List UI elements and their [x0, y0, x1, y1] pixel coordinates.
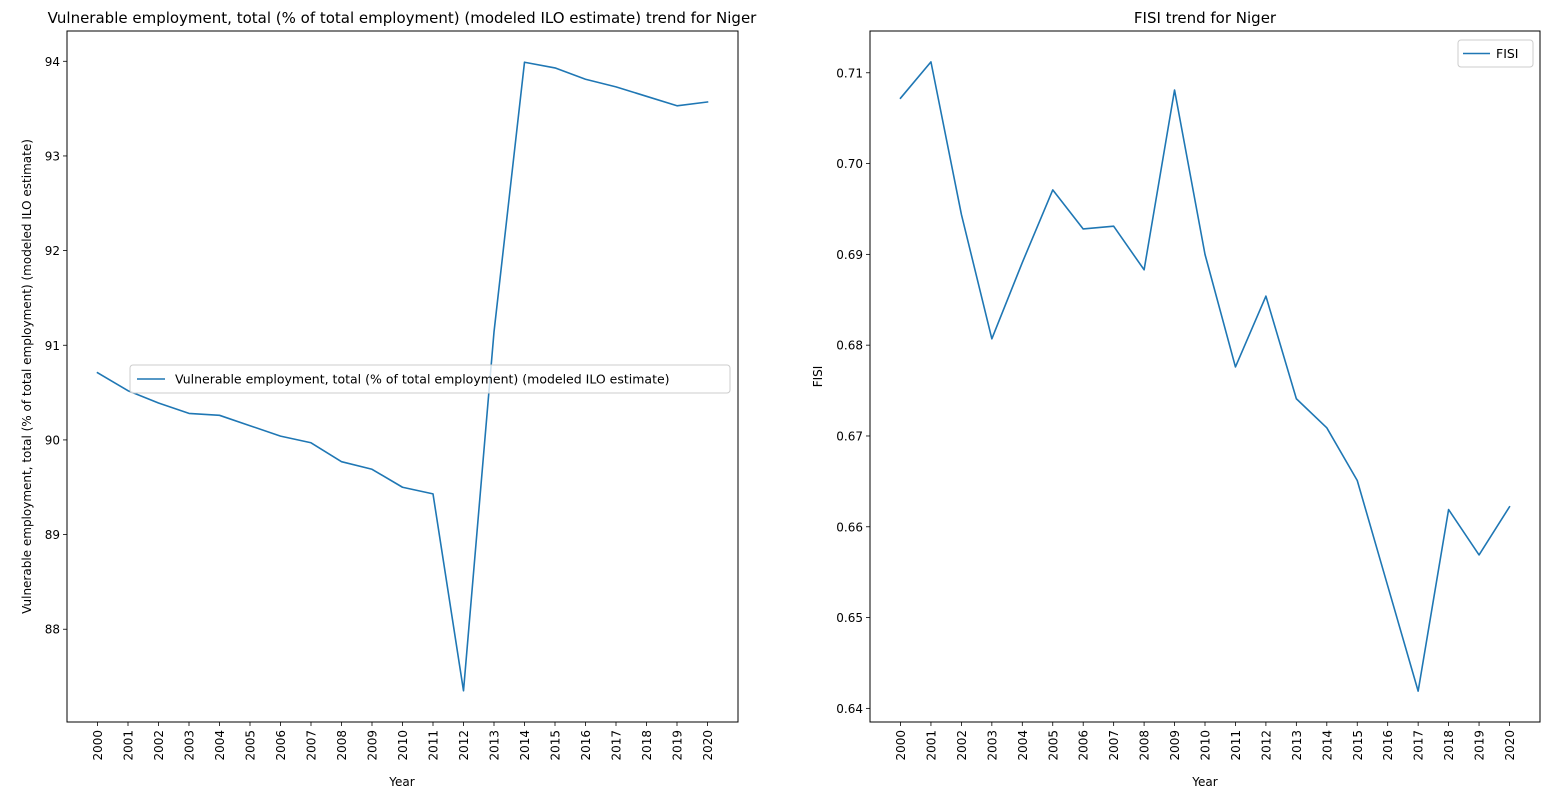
fisi-y-axis-label: FISI	[811, 366, 825, 388]
fisi-y-tick-label: 0.69	[836, 248, 863, 262]
fisi-chart: FISI trend for Niger 2000 2001 2002 2003 200…	[811, 9, 1541, 789]
fisi-y-tick-label: 0.64	[836, 702, 863, 716]
fisi-y-tick-label: 0.66	[836, 520, 863, 534]
employment-x-tick-label: 2017	[610, 730, 624, 761]
employment-x-tick-label: 2003	[183, 730, 197, 761]
employment-x-tick-label: 2005	[244, 730, 258, 761]
fisi-x-tick-label: 2010	[1199, 730, 1213, 761]
employment-y-tick-label: 94	[45, 55, 60, 69]
employment-x-ticks: 2000 2001 2002 2003 2004 2005 2006 2007 2008 2009…	[91, 722, 715, 761]
fisi-x-tick-label: 2007	[1107, 730, 1121, 761]
fisi-y-tick-label: 0.71	[836, 66, 863, 80]
employment-y-tick-label: 90	[45, 433, 60, 447]
employment-y-ticks: 88 89 90 91 92 93 94	[45, 55, 67, 637]
fisi-x-tick-label: 2011	[1229, 730, 1243, 761]
employment-x-tick-label: 2014	[518, 730, 532, 761]
employment-y-tick-label: 88	[45, 623, 60, 637]
employment-x-tick-label: 2004	[213, 730, 227, 761]
fisi-x-tick-label: 2013	[1290, 730, 1304, 761]
employment-y-axis-label: Vulnerable employment, total (% of total…	[20, 139, 34, 614]
employment-legend-box	[129, 364, 731, 394]
employment-x-tick-label: 2008	[335, 730, 349, 761]
fisi-x-tick-label: 2006	[1077, 730, 1091, 761]
employment-x-tick-label: 2001	[122, 730, 136, 761]
employment-x-tick-label: 2010	[396, 730, 410, 761]
fisi-plot-area	[869, 30, 1541, 723]
fisi-x-tick-label: 2008	[1138, 730, 1152, 761]
fisi-x-tick-label: 2017	[1412, 730, 1426, 761]
employment-x-tick-label: 2018	[640, 730, 654, 761]
fisi-x-tick-label: 2003	[985, 730, 999, 761]
employment-x-tick-label: 2009	[366, 730, 380, 761]
fisi-x-axis-label: Year	[1191, 775, 1217, 789]
employment-x-tick-label: 2000	[91, 730, 105, 761]
fisi-x-tick-label: 2001	[924, 730, 938, 761]
employment-x-tick-label: 2002	[152, 730, 166, 761]
employment-legend: Vulnerable employment, total (% of total…	[129, 364, 731, 394]
fisi-x-tick-label: 2015	[1351, 730, 1365, 761]
fisi-y-ticks: 0.64 0.65 0.66 0.67 0.68 0.69 0.70 0.71	[836, 66, 870, 716]
fisi-y-tick-label: 0.70	[836, 157, 863, 171]
fisi-x-tick-label: 2002	[955, 730, 969, 761]
employment-chart: Vulnerable employment, total (% of total…	[20, 9, 757, 789]
fisi-y-tick-label: 0.67	[836, 429, 863, 443]
employment-chart-title: Vulnerable employment, total (% of total…	[48, 9, 758, 27]
employment-y-tick-label: 92	[45, 244, 60, 258]
fisi-y-tick-label: 0.68	[836, 339, 863, 353]
employment-x-tick-label: 2015	[549, 730, 563, 761]
employment-x-tick-label: 2019	[671, 730, 685, 761]
employment-x-tick-label: 2012	[457, 730, 471, 761]
fisi-x-tick-label: 2020	[1503, 730, 1517, 761]
employment-x-axis-label: Year	[388, 775, 414, 789]
fisi-legend-label: FISI	[1496, 46, 1519, 61]
employment-x-tick-label: 2011	[427, 730, 441, 761]
employment-x-tick-label: 2020	[701, 730, 715, 761]
fisi-legend: FISI	[1457, 39, 1534, 68]
fisi-legend-box	[1457, 39, 1534, 68]
employment-x-tick-label: 2007	[305, 730, 319, 761]
employment-legend-label: Vulnerable employment, total (% of total…	[175, 372, 670, 387]
fisi-x-tick-label: 2014	[1320, 730, 1334, 761]
fisi-x-tick-label: 2016	[1381, 730, 1395, 761]
fisi-series-line	[899, 61, 1511, 692]
employment-y-tick-label: 91	[45, 339, 60, 353]
employment-series-line	[96, 61, 709, 692]
fisi-x-tick-label: 2018	[1442, 730, 1456, 761]
employment-y-tick-label: 89	[45, 528, 60, 542]
employment-x-tick-label: 2006	[274, 730, 288, 761]
fisi-x-tick-label: 2004	[1016, 730, 1030, 761]
fisi-x-tick-label: 2019	[1473, 730, 1487, 761]
employment-x-tick-label: 2013	[488, 730, 502, 761]
employment-y-tick-label: 93	[45, 149, 60, 163]
fisi-x-tick-label: 2009	[1168, 730, 1182, 761]
employment-x-tick-label: 2016	[579, 730, 593, 761]
fisi-x-tick-label: 2012	[1259, 730, 1273, 761]
fisi-chart-title: FISI trend for Niger	[1134, 9, 1277, 27]
fisi-x-tick-label: 2005	[1046, 730, 1060, 761]
fisi-x-tick-label: 2000	[894, 730, 908, 761]
fisi-y-tick-label: 0.65	[836, 611, 863, 625]
fisi-x-ticks: 2000 2001 2002 2003 2004 2005 2006 2007 2008 2009…	[894, 722, 1517, 761]
